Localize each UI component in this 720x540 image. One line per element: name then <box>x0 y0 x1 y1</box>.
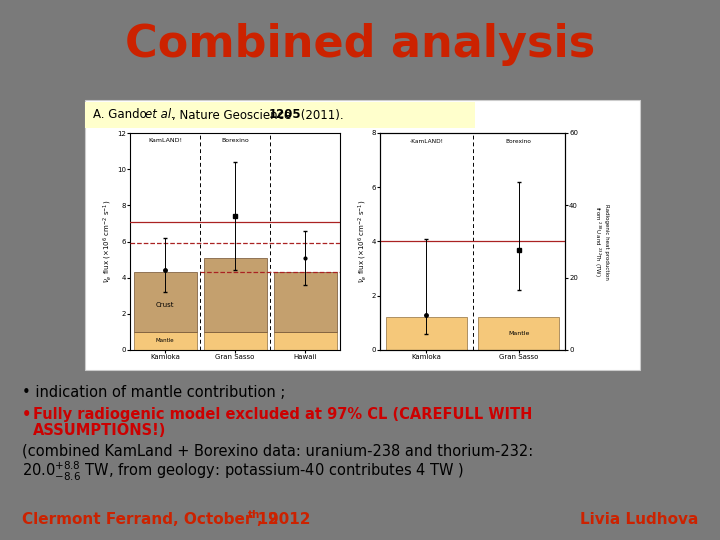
Text: Fully radiogenic model excluded at 97% CL (CAREFULL WITH: Fully radiogenic model excluded at 97% C… <box>33 407 532 422</box>
Text: th: th <box>248 510 261 520</box>
Text: • indication of mantle contribution ;: • indication of mantle contribution ; <box>22 385 285 400</box>
Text: , Nature Geoscience: , Nature Geoscience <box>172 109 295 122</box>
Text: A. Gando: A. Gando <box>93 109 150 122</box>
Text: , 2012: , 2012 <box>257 512 310 528</box>
Text: Clermont Ferrand, October 19: Clermont Ferrand, October 19 <box>22 512 279 528</box>
Text: •: • <box>22 407 32 422</box>
Y-axis label: Radiogenic heat production
from $^{238}$U and $^{232}$Th (TW): Radiogenic heat production from $^{238}$… <box>592 204 609 279</box>
Text: Livia Ludhova: Livia Ludhova <box>580 512 698 528</box>
Bar <box>204 332 266 350</box>
Bar <box>274 332 336 350</box>
Text: 1205: 1205 <box>269 109 302 122</box>
Bar <box>133 332 197 350</box>
Text: et al.: et al. <box>145 109 175 122</box>
Text: Crust: Crust <box>156 302 174 308</box>
Text: ASSUMPTIONS!): ASSUMPTIONS!) <box>33 423 166 438</box>
Text: KamLAND!: KamLAND! <box>148 138 182 143</box>
Text: Borexino: Borexino <box>506 139 531 144</box>
Text: Mantle: Mantle <box>508 331 529 336</box>
Bar <box>478 318 559 350</box>
Text: Borexino: Borexino <box>221 138 249 143</box>
Text: (2011).: (2011). <box>297 109 343 122</box>
Bar <box>85 102 475 128</box>
Bar <box>85 100 640 370</box>
Text: -KamLAND!: -KamLAND! <box>409 139 444 144</box>
Bar <box>274 272 336 332</box>
Y-axis label: $\bar{\nu}_e$ flux (×10$^6$ cm$^{-2}$ s$^{-1}$): $\bar{\nu}_e$ flux (×10$^6$ cm$^{-2}$ s$… <box>102 200 114 283</box>
Text: Combined analysis: Combined analysis <box>125 24 595 66</box>
Text: 20.0$^{+8.8}_{-8.6}$ TW, from geology: potassium-40 contributes 4 TW ): 20.0$^{+8.8}_{-8.6}$ TW, from geology: p… <box>22 460 464 483</box>
Text: (combined KamLand + Borexino data: uranium-238 and thorium-232:: (combined KamLand + Borexino data: urani… <box>22 443 534 458</box>
Y-axis label: $\bar{\nu}_e$ flux (×10$^6$ cm$^{-2}$ s$^{-1}$): $\bar{\nu}_e$ flux (×10$^6$ cm$^{-2}$ s$… <box>356 200 369 283</box>
Bar <box>385 318 467 350</box>
Text: Mantle: Mantle <box>156 339 174 343</box>
Bar <box>204 258 266 332</box>
Bar <box>133 272 197 332</box>
